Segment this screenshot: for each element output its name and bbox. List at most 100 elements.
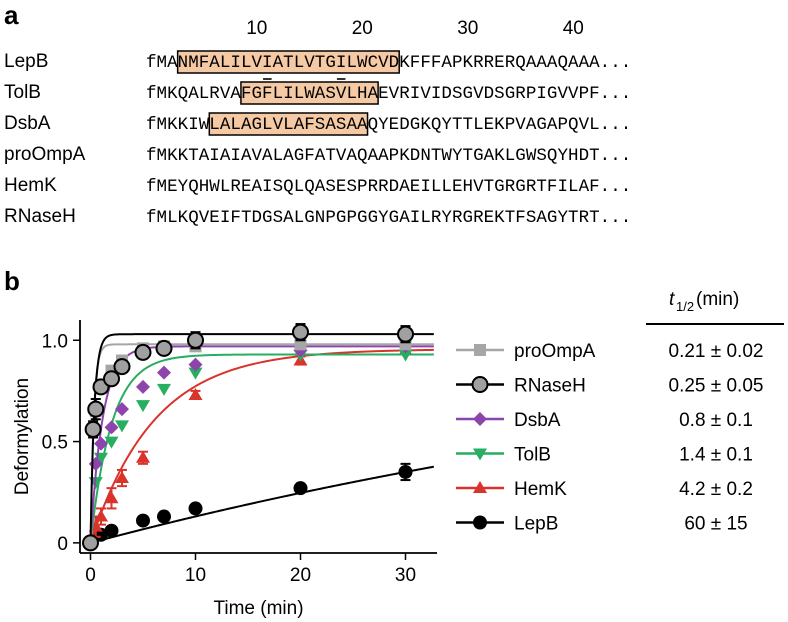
ruler-label: 30 [457, 18, 478, 39]
thalf-value: 0.25 ± 0.05 [669, 376, 764, 397]
data-point [87, 400, 105, 418]
y-axis-label: Deformylation [12, 378, 33, 495]
legend-item-LepB: LepB [456, 514, 558, 535]
data-point [104, 420, 119, 435]
data-point [187, 331, 204, 349]
signal-sequence-box [240, 81, 379, 105]
x-tick-label: 30 [395, 565, 416, 586]
thalf-symbol: t [669, 289, 675, 310]
data-point [292, 323, 309, 341]
data-point [293, 481, 308, 496]
sequence-text: fMKKTAIAIAVALAGFATVAQAAPKDNTWYTGAKLGWSQY… [146, 146, 631, 166]
legend-label: proOmpA [514, 341, 596, 362]
thalf-values: 0.21 ± 0.02 0.25 ± 0.05 0.8 ± 0.1 1.4 ± 0.1… [669, 341, 764, 535]
thalf-value: 1.4 ± 0.1 [679, 445, 753, 466]
legend-marker [473, 481, 487, 493]
fit-curve [90, 465, 435, 544]
legend-marker [474, 344, 486, 356]
data-point [82, 534, 99, 552]
x-tick-label: 0 [85, 565, 96, 586]
protein-name: LepB [4, 51, 48, 72]
data-point [134, 343, 152, 361]
protein-name: proOmpA [4, 144, 86, 165]
thalf-unit: (min) [696, 289, 739, 310]
sequence-row: proOmpA fMKKTAIAIAVALAGFATVAQAAPKDNTWYTGA… [4, 144, 631, 166]
signal-sequence-box [208, 112, 369, 136]
series-RNaseH [82, 323, 434, 552]
data-point [157, 509, 171, 524]
data-point [188, 387, 203, 400]
data-point [136, 400, 150, 413]
sequence-text: fMKQALRVAFGFLILWASVLHAEVRIVIDSGVDSGRPIGV… [146, 84, 631, 104]
legend-item-DsbA: DsbA [456, 410, 561, 431]
series-LepB [83, 462, 435, 550]
data-point [398, 464, 413, 479]
protein-name: DsbA [4, 113, 51, 134]
series-HemK [83, 343, 434, 548]
sequence-text: fMKKIWLALAGLVLAFSASAAQYEDGKQYTTLEKPVAGAP… [146, 115, 631, 135]
data-point [397, 325, 414, 343]
signal-sequence-box [176, 50, 400, 74]
sequence-row: DsbA fMKKIWLALAGLVLAFSASAAQYEDGKQYTTLEKPV… [4, 112, 631, 136]
fit-curve [89, 333, 434, 543]
data-point [104, 491, 119, 504]
plot-legend: proOmpA RNaseH DsbA TolB HemK LepB [456, 341, 596, 535]
legend-label: TolB [514, 445, 551, 466]
fit-curve [89, 348, 434, 544]
data-point [398, 349, 413, 362]
panel-b-label: b [4, 266, 20, 296]
data-point [104, 523, 119, 538]
data-point [94, 436, 108, 451]
thalf-value: 60 ± 15 [684, 514, 747, 535]
sequence-ruler: 10 20 30 40 [246, 18, 584, 39]
sequence-text: fMANMFALILVIATLVTGILWCVDKFFFAPKRRERQAAAQ… [146, 53, 631, 73]
data-point [104, 436, 119, 449]
protein-name: HemK [4, 175, 57, 196]
sequence-alignment: LepB fMANMFALILVIATLVTGILWCVDKFFFAPKRRERQ… [4, 50, 631, 228]
legend-marker [471, 376, 489, 393]
thalf-subscript: 1/2 [676, 299, 694, 314]
sequence-text: fMLKQVEIFTDGSALGNPGPGGYGAILRYRGREKTFSAGY… [146, 208, 631, 228]
data-point [155, 339, 173, 357]
thalf-value: 0.8 ± 0.1 [679, 410, 753, 431]
data-point [115, 471, 129, 484]
y-tick-label: 0.5 [42, 433, 68, 454]
sequence-row: LepB fMANMFALILVIATLVTGILWCVDKFFFAPKRRERQ… [4, 50, 631, 80]
legend-item-TolB: TolB [456, 445, 551, 466]
protein-name: RNaseH [4, 206, 76, 227]
data-point [157, 365, 171, 380]
data-point [188, 367, 203, 380]
fit-curve [89, 345, 434, 543]
data-point [115, 420, 129, 433]
legend-marker [473, 515, 487, 530]
panel-a-label: a [4, 0, 19, 30]
legend-label: HemK [514, 479, 567, 500]
data-point [115, 402, 129, 417]
sequence-row: TolB fMKQALRVAFGFLILWASVLHAEVRIVIDSGVDSGR… [4, 81, 631, 105]
data-point [188, 357, 203, 372]
y-tick-label: 0 [57, 534, 68, 555]
legend-label: RNaseH [514, 376, 586, 397]
protein-name: TolB [4, 82, 41, 103]
data-point [103, 370, 120, 388]
y-tick-label: 1.0 [42, 331, 68, 352]
x-axis-label: Time (min) [213, 598, 303, 619]
thalf-header: t 1/2 (min) [646, 289, 784, 325]
sequence-row: RNaseH fMLKQVEIFTDGSALGNPGPGGYGAILRYRGREK… [4, 206, 631, 228]
legend-marker [473, 412, 487, 426]
deformylation-plot: 0 10 20 30 0 0.5 1.0 Time (min) Deformylation [12, 320, 437, 619]
sequence-text: fMEYQHWLREAISQLQASESPRRDAEILLEHVTGRGRTFI… [146, 177, 631, 197]
x-tick-label: 10 [185, 565, 206, 586]
ruler-label: 20 [352, 18, 373, 39]
data-point [294, 338, 307, 351]
ruler-label: 10 [246, 18, 267, 39]
fit-curve [89, 343, 434, 543]
data-point [84, 420, 102, 438]
data-point [113, 358, 131, 376]
data-point [136, 379, 150, 394]
legend-item-RNaseH: RNaseH [456, 376, 586, 397]
legend-marker [473, 448, 487, 461]
data-point [136, 513, 150, 528]
x-tick-label: 20 [290, 565, 311, 586]
